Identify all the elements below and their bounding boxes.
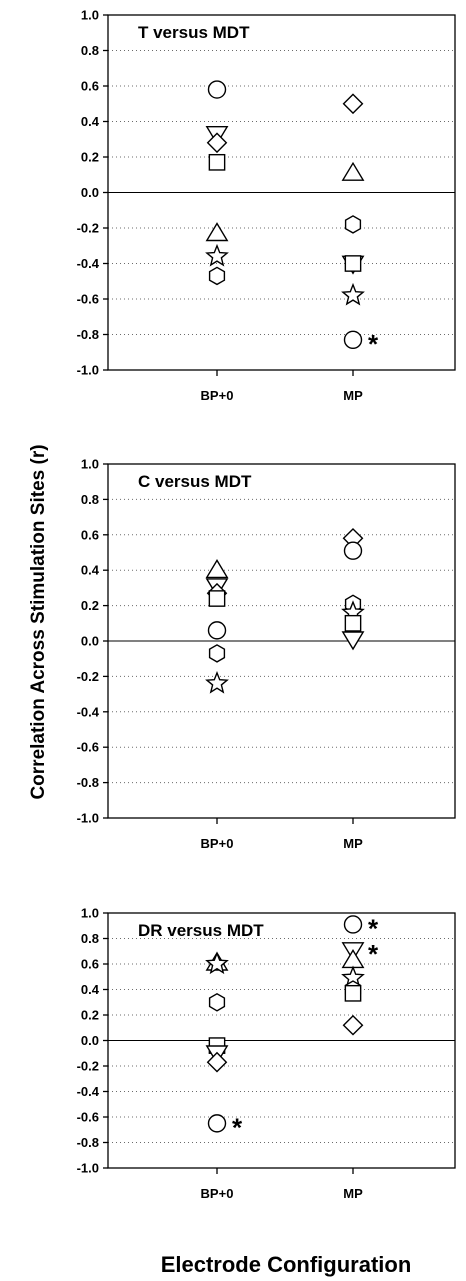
y-tick-label: 0.2 [81, 150, 99, 165]
x-tick-label: MP [343, 388, 363, 403]
circle-marker [343, 330, 363, 350]
y-tick-label: -0.6 [77, 740, 99, 755]
y-tick-label: 1.0 [81, 8, 99, 23]
y-tick-label: 0.4 [81, 563, 100, 578]
circle-marker [207, 80, 227, 99]
x-tick-label: BP+0 [201, 836, 234, 851]
y-tick-label: -1.0 [77, 1161, 99, 1176]
y-tick-label: 0.0 [81, 634, 99, 649]
y-tick-label: 0.4 [81, 114, 100, 129]
y-tick-label: -0.4 [77, 704, 100, 719]
panel-title: DR versus MDT [138, 921, 264, 940]
panel-1: 1.0 0.8 0.6 0.4 0.2 0.0 -0.2 -0.4 -0.6 -0.8 -1.0 BP… [77, 8, 456, 403]
diamond-marker [206, 1051, 228, 1073]
panel-3: 1.0 0.8 0.6 0.4 0.2 0.0 -0.2 -0.4 -0.6 -0.8 -1.0 BP… [77, 906, 456, 1201]
significance-asterisk: * [368, 913, 379, 943]
y-tick-label: 0.2 [81, 598, 99, 613]
circle-marker [207, 621, 227, 640]
y-tick-label: -0.2 [77, 221, 99, 236]
hexagon-marker [208, 992, 226, 1012]
y-tick-label: 0.8 [81, 931, 99, 946]
y-tick-label: -1.0 [77, 363, 99, 378]
star-marker [341, 282, 365, 306]
significance-asterisk: * [368, 939, 379, 969]
diamond-marker [342, 93, 364, 115]
x-tick-label: BP+0 [201, 388, 234, 403]
y-tick-label: 0.2 [81, 1008, 99, 1023]
circle-marker [207, 1114, 227, 1133]
y-tick-label: -0.8 [77, 327, 99, 342]
circle-marker [343, 915, 363, 934]
significance-asterisk: * [368, 329, 379, 359]
y-tick-label: -0.8 [77, 1135, 99, 1150]
y-tick-label: 0.8 [81, 43, 99, 58]
y-tick-label: 0.6 [81, 957, 99, 972]
y-tick-label: -0.6 [77, 1110, 99, 1125]
y-tick-label: 0.8 [81, 492, 99, 507]
y-tick-label: -0.4 [77, 256, 100, 271]
y-tick-label: -0.2 [77, 1059, 99, 1074]
diamond-marker [206, 132, 228, 154]
triangle-down-marker [341, 631, 365, 651]
y-tick-label: -0.4 [77, 1084, 100, 1099]
y-tick-label: 0.0 [81, 185, 99, 200]
x-axis-label: Electrode Configuration [161, 1252, 412, 1277]
square-marker [208, 590, 226, 607]
diamond-marker [342, 1014, 364, 1036]
star-marker [205, 951, 229, 975]
star-marker [205, 243, 229, 267]
y-tick-label: 0.0 [81, 1033, 99, 1048]
triangle-up-marker [341, 949, 365, 969]
y-tick-label: -1.0 [77, 811, 99, 826]
y-tick-label: 1.0 [81, 906, 99, 921]
x-tick-label: BP+0 [201, 1186, 234, 1201]
x-tick-label: MP [343, 1186, 363, 1201]
triangle-up-marker [341, 161, 365, 181]
hexagon-marker [208, 266, 226, 286]
y-tick-label: -0.8 [77, 775, 99, 790]
panel-2: 1.0 0.8 0.6 0.4 0.2 0.0 -0.2 -0.4 -0.6 -0.8 -1.0 BP… [77, 457, 456, 851]
square-marker [344, 614, 362, 632]
significance-asterisk: * [232, 1112, 243, 1142]
hexagon-marker [208, 644, 226, 663]
star-marker [205, 671, 229, 694]
circle-marker [343, 541, 363, 560]
square-marker [344, 984, 362, 1002]
y-tick-label: 0.4 [81, 982, 100, 997]
y-axis-label: Correlation Across Stimulation Sites (r) [28, 444, 49, 799]
y-tick-label: -0.6 [77, 292, 99, 307]
panel-title: C versus MDT [138, 472, 252, 491]
x-tick-label: MP [343, 836, 363, 851]
square-marker [208, 153, 226, 171]
square-marker [344, 255, 362, 272]
panel-title: T versus MDT [138, 23, 250, 42]
y-tick-label: 0.6 [81, 527, 99, 542]
y-tick-label: -0.2 [77, 669, 99, 684]
triangle-up-marker [205, 222, 229, 242]
y-tick-label: 1.0 [81, 457, 99, 472]
hexagon-marker [344, 215, 362, 234]
triangle-up-marker [205, 559, 229, 579]
y-tick-label: 0.6 [81, 79, 99, 94]
